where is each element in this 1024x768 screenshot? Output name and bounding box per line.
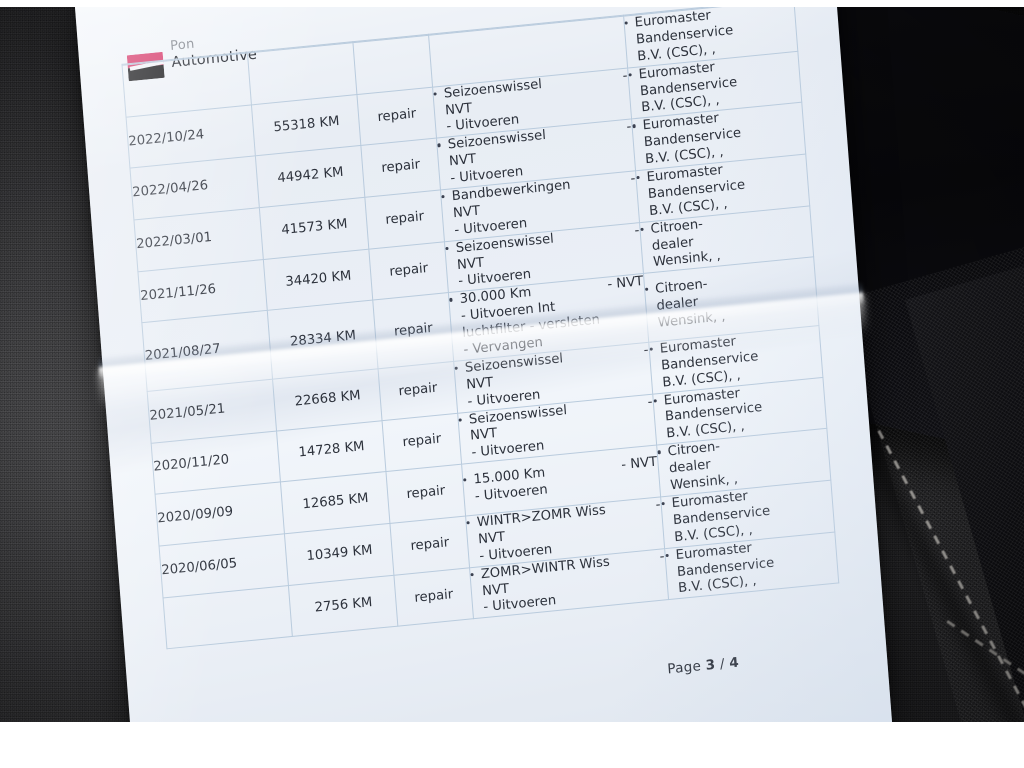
bullet-icon (449, 298, 453, 302)
cell-work-nvt: - NVT (620, 454, 658, 473)
bullet-icon (463, 477, 467, 482)
cell-work-nvt: - (647, 394, 654, 410)
cell-type (353, 35, 433, 95)
cell-work-nvt: - (659, 548, 665, 565)
cell-work-nvt: - (626, 119, 632, 136)
bullet-icon (437, 143, 441, 148)
bullet-icon (470, 572, 474, 577)
cell-type: repair (369, 241, 449, 301)
cell-type: repair (365, 189, 445, 249)
bullet-icon (640, 227, 644, 232)
bullet-icon (445, 246, 449, 251)
bullet-icon (458, 417, 463, 422)
cell-work-nvt: - (655, 497, 662, 513)
bullet-icon (636, 175, 640, 180)
bullet-icon (644, 287, 649, 292)
bullet-icon (661, 501, 665, 506)
page-total: 4 (728, 654, 740, 672)
cell-type: repair (382, 412, 462, 472)
bullet-icon (441, 195, 445, 199)
bullet-icon (653, 398, 657, 403)
cell-work-nvt: - (630, 171, 636, 187)
page-current: 3 (705, 656, 716, 674)
cell-type: repair (390, 515, 470, 575)
frame-strip-top (0, 0, 1024, 7)
cell-work-nvt: - (622, 68, 628, 84)
bullet-icon (466, 521, 471, 525)
bullet-icon (632, 124, 636, 129)
bullet-icon (433, 91, 438, 96)
cell-mileage: 2756 KM (288, 574, 399, 637)
bullet-icon (624, 21, 628, 26)
page-separator: / (719, 655, 726, 673)
service-history-paper: Pon Automotive Tiggel... EuromasterBande… (74, 0, 894, 768)
bullet-icon (665, 553, 669, 558)
frame-strip-bottom (0, 722, 1024, 768)
cell-work-nvt: - (633, 222, 640, 239)
cell-type: repair (394, 567, 474, 627)
cell-type: repair (386, 464, 466, 524)
cell-work-nvt: - NVT (606, 274, 644, 293)
cell-type: repair (361, 138, 441, 198)
bullet-icon (657, 450, 661, 455)
bullet-icon (628, 72, 632, 77)
brand-name-top: Pon (169, 36, 196, 55)
page-label: Page (666, 658, 702, 678)
cell-type: repair (357, 86, 437, 146)
